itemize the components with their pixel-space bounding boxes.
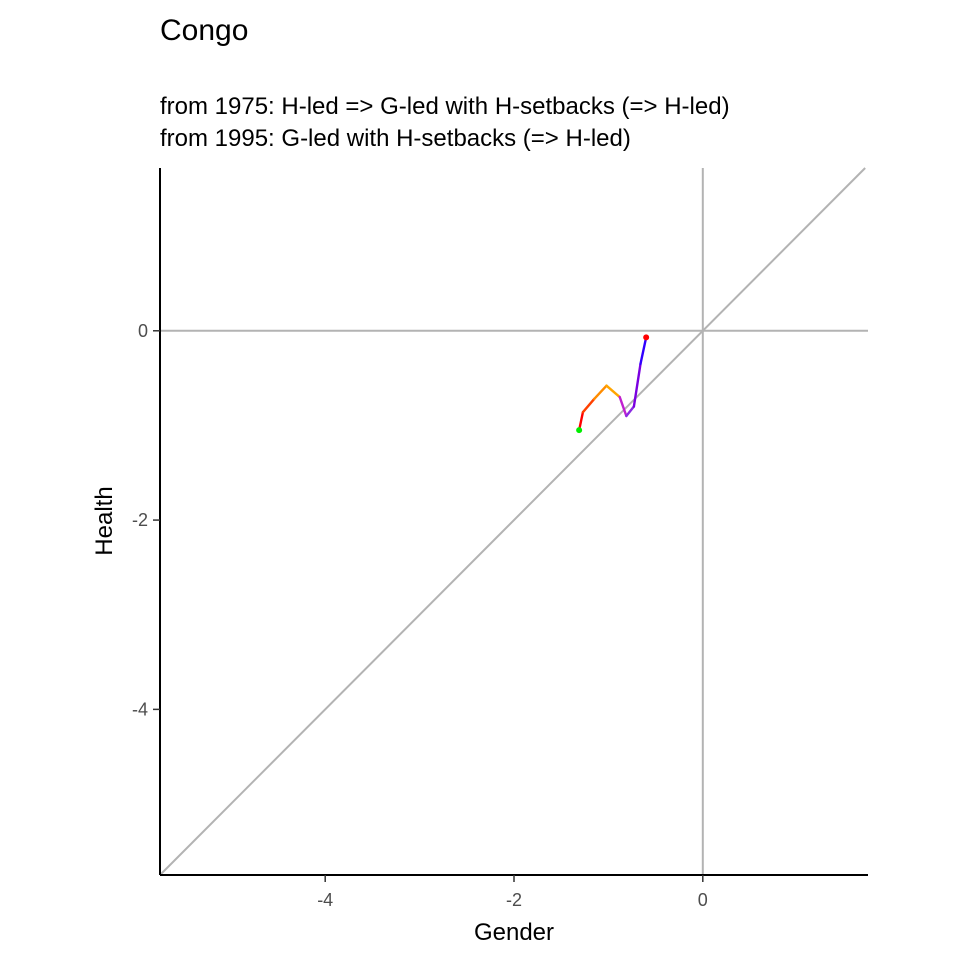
y-ticks: 0 -2 -4 [132,321,160,719]
x-tick-label: 0 [698,890,708,910]
chart-subtitle-line-1: from 1975: H-led => G-led with H-setback… [160,93,730,120]
series-segment [632,362,642,408]
y-tick-label: -2 [132,510,148,530]
y-tick-label: -4 [132,699,148,719]
series-segment [593,384,608,401]
series-start-point [576,427,583,434]
x-axis-title: Gender [474,919,554,946]
reference-lines [159,167,868,876]
plot-panel: -4 -2 0 0 -2 -4 [132,167,868,910]
series-segment [605,384,621,399]
series-segment [581,397,596,414]
series-layer [576,334,650,434]
x-tick-label: -2 [506,890,522,910]
series-segment [618,395,628,418]
series-end-point [643,334,650,341]
series-segment [625,405,636,418]
y-axis-title: Health [91,486,118,555]
series-segment [639,336,648,366]
series-segment [577,410,585,432]
x-ticks: -4 -2 0 [317,875,708,910]
reference-line-diagonal [159,167,866,876]
chart-subtitle-line-2: from 1995: G-led with H-setbacks (=> H-l… [160,125,631,152]
y-tick-label: 0 [138,321,148,341]
chart-title: Congo [160,14,248,47]
x-tick-label: -4 [317,890,333,910]
